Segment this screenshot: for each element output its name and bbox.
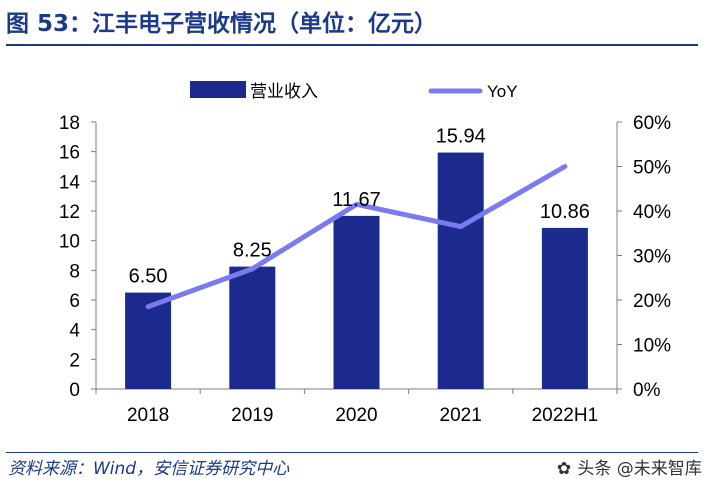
watermark-icon: ✿ [556,459,572,479]
x-tick-label: 2021 [440,405,482,426]
y-right-tick-label: 30% [633,247,671,268]
chart-title: 图 53：江丰电子营收情况（单位：亿元） [6,11,438,37]
y-right-tick-label: 0% [633,380,661,401]
legend-bar-label: 营业收入 [250,82,318,101]
revenue-chart: 营业收入 YoY 0 2 4 6 8 10 12 14 16 18 0% 10% 20% 30% 40% 50%… [59,81,671,426]
bar-value-label: 15.94 [436,126,486,148]
y-right-tick-label: 10% [633,336,671,357]
y-left-tick-label: 6 [69,291,80,312]
y-right-tick-label: 50% [633,158,671,179]
bar [229,266,276,389]
y-right-tick-label: 40% [633,202,671,223]
y-left-tick-label: 0 [69,380,80,401]
yoy-point [356,203,357,205]
bar [437,152,484,389]
yoy-point [460,226,462,228]
x-tick-label: 2020 [335,405,377,426]
title-divider [6,44,698,46]
data-labels: 6.50 8.25 11.67 15.94 10.86 [129,126,590,288]
axes: 0 2 4 6 8 10 12 14 16 18 0% 10% 20% 30% 40% 50% 60% 2018 2… [59,113,671,426]
bar-value-label: 10.86 [540,201,590,223]
y-left-tick-label: 12 [59,202,80,223]
bar [333,215,380,389]
y-left-tick-label: 8 [69,261,80,282]
y-right-tick-label: 20% [633,291,671,312]
legend: 营业收入 YoY [190,81,518,101]
legend-bar-swatch [190,81,246,98]
bar [541,227,588,389]
watermark: ✿ 头条 @未来智库 [556,456,702,482]
y-right-tick-label: 60% [633,113,671,134]
y-left-tick-label: 2 [69,350,80,371]
yoy-point [251,268,253,270]
bar-series [125,152,588,389]
x-tick-label: 2019 [231,405,273,426]
watermark-text: 头条 @未来智库 [577,459,702,479]
y-left-tick-label: 4 [69,321,80,342]
yoy-point [564,166,566,167]
bar-value-label: 11.67 [332,189,381,211]
legend-line-label: YoY [487,82,518,101]
y-left-tick-label: 10 [59,232,80,253]
bar-value-label: 6.50 [129,266,168,288]
x-tick-label: 2022H1 [532,405,599,426]
y-left-tick-label: 16 [59,143,80,164]
y-left-tick-label: 14 [59,172,81,193]
bar-value-label: 8.25 [233,240,272,262]
yoy-point [147,306,149,308]
footer-divider [6,452,698,453]
line-series [145,164,568,310]
y-left-tick-label: 18 [59,113,80,134]
x-tick-label: 2018 [127,405,169,426]
source-note: 资料来源：Wind，安信证券研究中心 [8,459,290,479]
